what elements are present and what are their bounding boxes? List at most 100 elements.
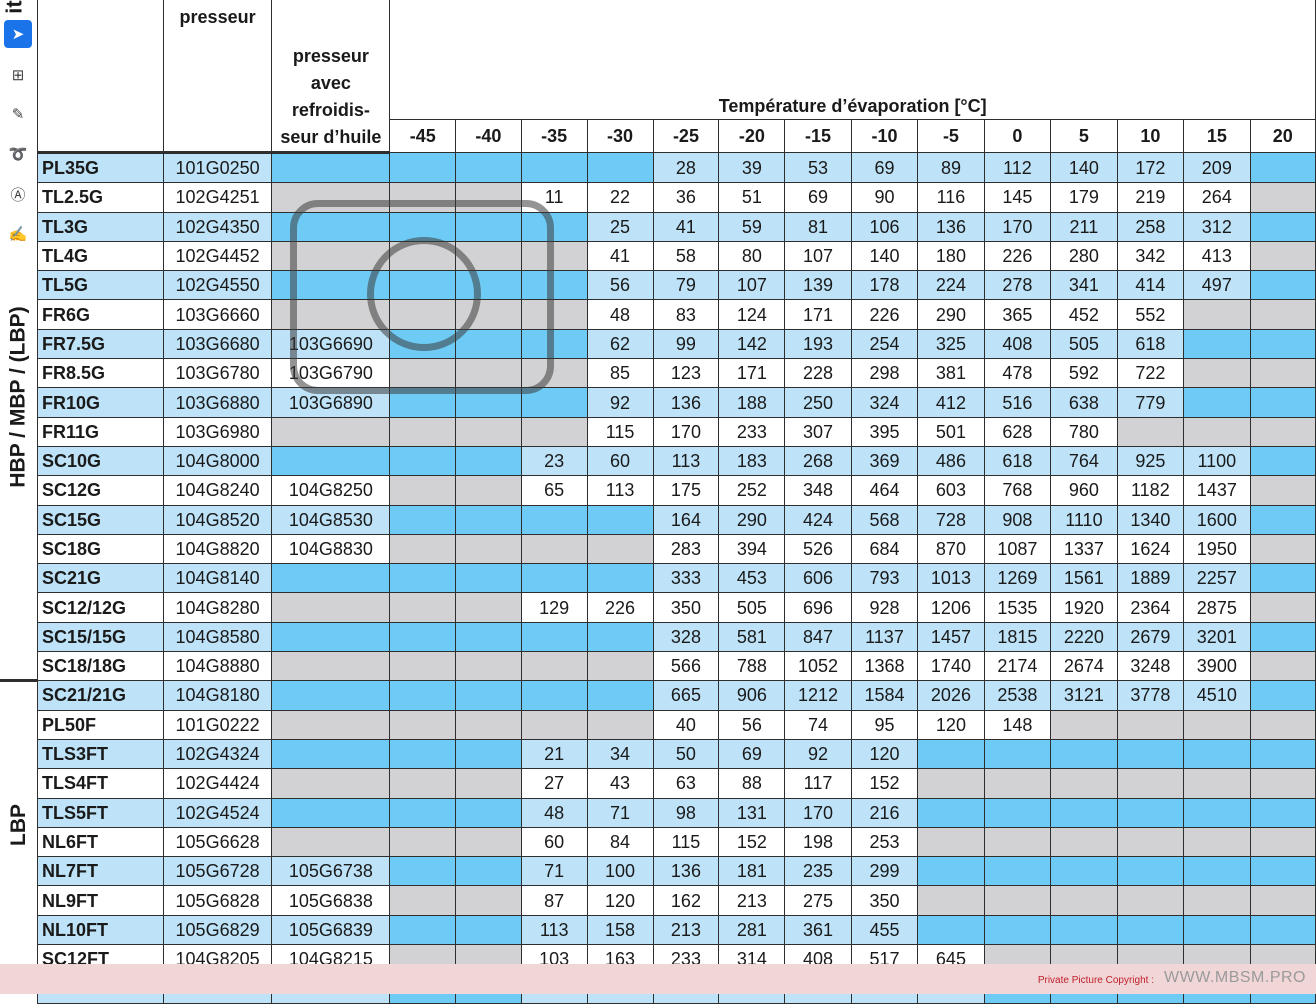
draw-freehand-icon[interactable]: ➰ — [8, 146, 28, 163]
capacity-cell — [1116, 416, 1185, 447]
capacity-cell — [455, 563, 522, 594]
capacity-cell: 71 — [520, 856, 588, 887]
capacity-cell: 140 — [850, 240, 919, 272]
capacity-cell: 158 — [586, 914, 654, 946]
highlight-pen-icon[interactable]: ✎ — [11, 106, 25, 123]
capacity-cell — [520, 504, 588, 535]
capacity-cell: 628 — [983, 416, 1052, 447]
table-row: TL4G 102G4452 41 58 80 107 140 180 226 280 342 413 — [37, 240, 1316, 272]
table-row: FR11G 103G6980 115 170 233 307 395 501 628 780 — [37, 416, 1316, 447]
header-temp--10: -10 — [850, 119, 919, 153]
capacity-cell: 113 — [586, 475, 654, 506]
capacity-cell: 27 — [520, 768, 588, 799]
capacity-cell — [455, 651, 522, 682]
compressor-code-cell: 101G0222 — [162, 709, 273, 740]
capacity-cell — [520, 621, 588, 653]
capacity-cell — [586, 504, 654, 535]
header-temp-0: 0 — [983, 119, 1052, 153]
compressor-code-cell: 104G8180 — [162, 680, 273, 711]
capacity-cell: 325 — [917, 328, 985, 360]
model-name-cell: SC10G — [37, 445, 164, 477]
table-row: TLS5FT 102G4524 48 71 98 131 170 216 — [37, 797, 1316, 828]
capacity-cell: 226 — [983, 240, 1052, 272]
capacity-cell: 21 — [520, 738, 588, 770]
text-box-icon[interactable]: Ⓐ — [10, 186, 26, 204]
capacity-cell: 213 — [652, 914, 720, 946]
capacity-cell — [1249, 885, 1316, 916]
capacity-cell — [1249, 211, 1316, 242]
capacity-cell: 233 — [718, 416, 786, 447]
capacity-cell — [1249, 768, 1316, 799]
capacity-cell — [1183, 387, 1251, 418]
compressor-code-cell: 102G4350 — [162, 211, 273, 242]
capacity-cell: 870 — [917, 533, 985, 565]
capacity-cell: 113 — [520, 914, 588, 946]
capacity-cell — [455, 533, 522, 565]
capacity-cell: 2220 — [1050, 621, 1118, 653]
compressor-oil-code-cell: 104G8250 — [271, 475, 391, 506]
capacity-cell: 1182 — [1116, 475, 1185, 506]
capacity-cell — [455, 151, 522, 184]
capacity-cell — [1249, 680, 1316, 711]
capacity-cell: 505 — [1050, 328, 1118, 360]
compressor-oil-code-cell — [271, 416, 391, 447]
capacity-cell — [983, 797, 1052, 828]
header-temp--5: -5 — [917, 119, 985, 153]
capacity-cell: 1137 — [850, 621, 919, 653]
capacity-cell — [1249, 182, 1316, 213]
capacity-cell: 120 — [586, 885, 654, 916]
capacity-cell — [455, 328, 522, 360]
capacity-cell — [586, 621, 654, 653]
capacity-cell: 452 — [1050, 299, 1118, 330]
capacity-cell: 1624 — [1116, 533, 1185, 565]
capacity-cell: 60 — [586, 445, 654, 477]
capacity-cell: 162 — [652, 885, 720, 916]
capacity-cell: 58 — [652, 240, 720, 272]
model-name-cell: FR6G — [37, 299, 164, 330]
capacity-cell: 92 — [586, 387, 654, 418]
compressor-oil-code-cell — [271, 182, 391, 213]
capacity-cell — [1249, 151, 1316, 184]
compressor-oil-code-cell — [271, 709, 391, 740]
capacity-cell: 3201 — [1183, 621, 1251, 653]
capacity-cell: 2538 — [983, 680, 1052, 711]
capacity-cell: 581 — [718, 621, 786, 653]
add-comment-icon[interactable]: ⊞ — [11, 67, 25, 84]
capacity-cell — [1116, 856, 1185, 887]
capacity-cell — [1249, 240, 1316, 272]
model-name-cell: SC15G — [37, 504, 164, 535]
header-temp--15: -15 — [784, 119, 852, 153]
capacity-cell: 181 — [718, 856, 786, 887]
capacity-cell — [1183, 826, 1251, 858]
sign-icon[interactable]: ✍ — [8, 226, 28, 243]
capacity-cell: 2364 — [1116, 592, 1185, 623]
capacity-cell — [586, 533, 654, 565]
capacity-cell: 1087 — [983, 533, 1052, 565]
capacity-cell — [389, 151, 457, 184]
header-temp--30: -30 — [586, 119, 654, 153]
table-row: NL7FT 105G6728 105G6738 71 100 136 181 235 299 — [37, 856, 1316, 887]
capacity-cell — [389, 709, 457, 740]
capacity-cell: 145 — [983, 182, 1052, 213]
capacity-cell — [1249, 504, 1316, 535]
capacity-cell: 592 — [1050, 358, 1118, 389]
capacity-cell: 2674 — [1050, 651, 1118, 682]
compressor-code-cell: 102G4524 — [162, 797, 273, 828]
capacity-cell — [389, 797, 457, 828]
select-tool-icon[interactable]: ➤ — [4, 20, 32, 48]
capacity-cell — [586, 680, 654, 711]
capacity-cell: 328 — [652, 621, 720, 653]
capacity-cell: 254 — [850, 328, 919, 360]
capacity-cell — [455, 270, 522, 301]
capacity-cell — [1249, 797, 1316, 828]
table-row: SC21/21G 104G8180 665 906 1212 1584 2026 2538 31… — [37, 680, 1316, 711]
header-compressor-oil-cooler: presseur avec refroidis- seur d’huile — [271, 0, 391, 154]
capacity-cell: 1457 — [917, 621, 985, 653]
header-evaporation-temperature: Température d’évaporation [°C] — [389, 0, 1316, 121]
group-label-text: HBP / MBP / (LBP) — [6, 305, 30, 488]
model-name-cell: FR10G — [37, 387, 164, 418]
capacity-cell: 1584 — [850, 680, 919, 711]
compressor-code-cell: 105G6728 — [162, 856, 273, 887]
capacity-cell — [1050, 768, 1118, 799]
table-row: SC12/12G 104G8280 129 226 350 505 696 928 1206 15… — [37, 592, 1316, 623]
